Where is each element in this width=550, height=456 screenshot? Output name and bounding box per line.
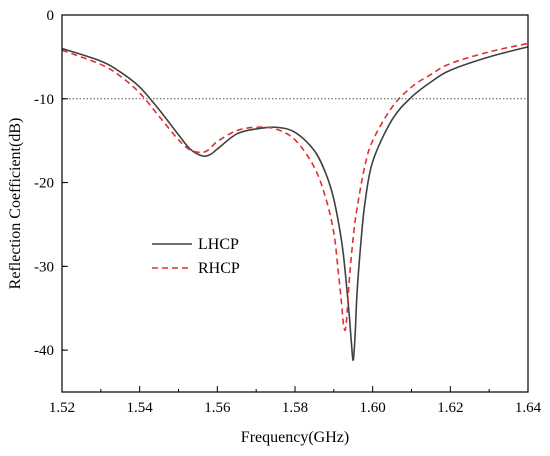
x-tick-label: 1.62 [437, 400, 463, 416]
axis-ticks: 1.52 1.54 1.56 1.58 1.60 1.62 1.64 0 -10 -20 -30 -4… [34, 8, 542, 416]
legend-label-lhcp: LHCP [198, 236, 239, 253]
y-tick-label: 0 [47, 8, 55, 24]
x-axis-title: Frequency(GHz) [241, 429, 349, 446]
series-lines [61, 42, 529, 361]
y-tick-label: -40 [34, 343, 54, 359]
legend-box [146, 228, 256, 280]
x-tick-label: 1.52 [49, 400, 75, 416]
x-tick-label: 1.54 [127, 400, 154, 416]
plot-frame [61, 14, 529, 393]
y-tick-label: -30 [34, 259, 54, 275]
x-tick-label: 1.58 [282, 400, 308, 416]
y-axis-title: Reflection Coefficient(dB) [7, 118, 24, 290]
series-line-lhcp [61, 46, 529, 361]
y-tick-label: -20 [34, 176, 54, 192]
legend: LHCP RHCP [146, 228, 256, 280]
series-line-rhcp [61, 42, 529, 332]
legend-label-rhcp: RHCP [198, 260, 240, 277]
y-tick-label: -10 [34, 92, 54, 108]
x-tick-label: 1.60 [360, 400, 386, 416]
x-tick-label: 1.64 [515, 400, 542, 416]
x-tick-label: 1.56 [204, 400, 231, 416]
